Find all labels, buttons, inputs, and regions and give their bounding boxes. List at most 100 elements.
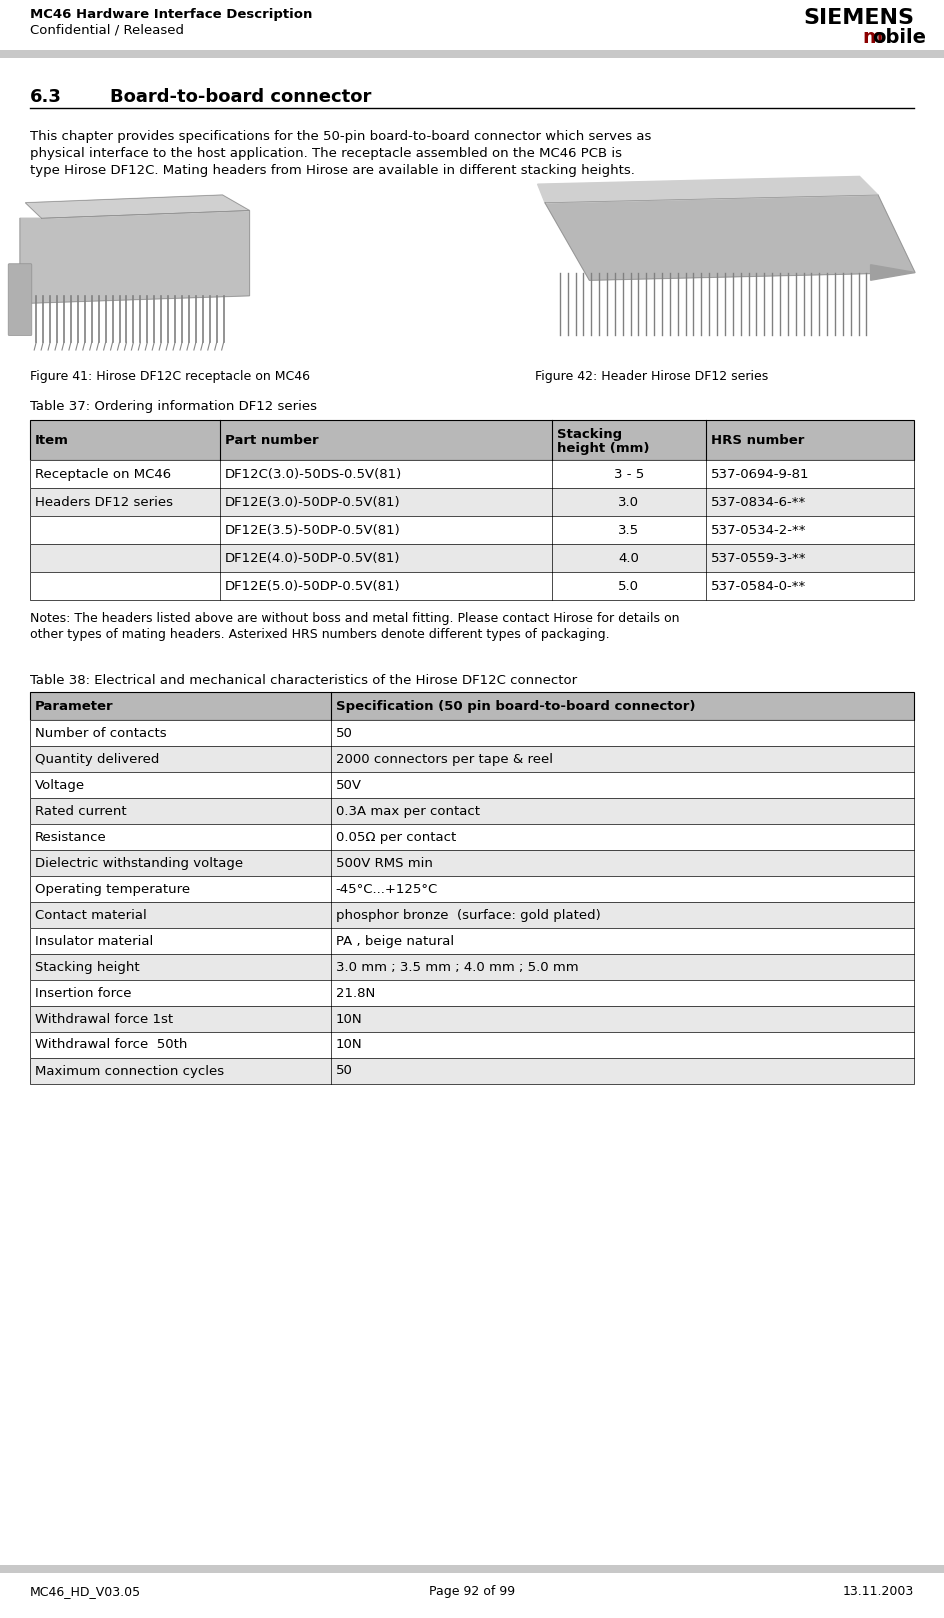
Text: Table 38: Electrical and mechanical characteristics of the Hirose DF12C connecto: Table 38: Electrical and mechanical char… [30,675,577,688]
Text: other types of mating headers. Asterixed HRS numbers denote different types of p: other types of mating headers. Asterixed… [30,628,610,641]
Bar [30,421,914,460]
Bar [30,489,914,516]
Bar [30,955,914,981]
Bar [30,824,914,849]
Polygon shape [537,176,878,202]
Text: This chapter provides specifications for the 50-pin board-to-board connector whi: This chapter provides specifications for… [30,129,651,142]
Bar [30,849,914,875]
Text: Rated current: Rated current [35,804,126,817]
Text: 13.11.2003: 13.11.2003 [843,1586,914,1599]
Bar [30,875,914,901]
Text: 50V: 50V [335,778,362,791]
Text: Operating temperature: Operating temperature [35,882,190,895]
Bar [30,720,914,746]
Text: Specification (50 pin board-to-board connector): Specification (50 pin board-to-board con… [335,699,695,712]
Text: 537-0534-2-**: 537-0534-2-** [711,524,807,537]
Bar [30,1006,914,1032]
Bar [30,981,914,1006]
Bar [30,901,914,929]
Bar [0,50,944,58]
Text: 2000 connectors per tape & reel: 2000 connectors per tape & reel [335,752,552,765]
Bar [30,573,914,600]
Text: MC46 Hardware Interface Description: MC46 Hardware Interface Description [30,8,312,21]
Text: Notes: The headers listed above are without boss and metal fitting. Please conta: Notes: The headers listed above are with… [30,612,680,625]
Text: Item: Item [35,434,69,447]
Polygon shape [25,196,249,218]
Text: Board-to-board connector: Board-to-board connector [110,87,371,107]
Text: Table 37: Ordering information DF12 series: Table 37: Ordering information DF12 seri… [30,400,317,413]
Bar [30,460,914,489]
Text: Resistance: Resistance [35,830,107,843]
Text: 3.0: 3.0 [618,495,639,508]
Polygon shape [870,265,915,280]
Text: MC46_HD_V03.05: MC46_HD_V03.05 [30,1586,141,1599]
Bar [30,955,914,981]
Bar [30,824,914,849]
Text: Voltage: Voltage [35,778,85,791]
Bar [30,573,914,600]
Bar [30,746,914,772]
Bar [0,1565,944,1573]
Text: Figure 41: Hirose DF12C receptacle on MC46: Figure 41: Hirose DF12C receptacle on MC… [30,371,310,383]
Bar [30,720,914,746]
Polygon shape [20,210,249,304]
Text: type Hirose DF12C. Mating headers from Hirose are available in different stackin: type Hirose DF12C. Mating headers from H… [30,163,635,176]
Text: Stacking height: Stacking height [35,961,140,974]
Text: PA , beige natural: PA , beige natural [335,935,454,948]
Bar [30,693,914,720]
Text: Withdrawal force 1st: Withdrawal force 1st [35,1013,173,1026]
Text: DF12C(3.0)-50DS-0.5V(81): DF12C(3.0)-50DS-0.5V(81) [225,468,402,481]
Text: 10N: 10N [335,1039,362,1052]
Text: Withdrawal force  50th: Withdrawal force 50th [35,1039,187,1052]
Bar [30,901,914,929]
Text: DF12E(3.5)-50DP-0.5V(81): DF12E(3.5)-50DP-0.5V(81) [225,524,401,537]
Text: 537-0559-3-**: 537-0559-3-** [711,552,807,565]
Bar [30,981,914,1006]
Text: 3.5: 3.5 [618,524,639,537]
Text: Figure 42: Header Hirose DF12 series: Figure 42: Header Hirose DF12 series [535,371,768,383]
Bar [30,489,914,516]
Text: 537-0694-9-81: 537-0694-9-81 [711,468,810,481]
Text: Number of contacts: Number of contacts [35,726,167,739]
Text: Headers DF12 series: Headers DF12 series [35,495,173,508]
Text: DF12E(4.0)-50DP-0.5V(81): DF12E(4.0)-50DP-0.5V(81) [225,552,400,565]
Bar [30,798,914,824]
Text: DF12E(3.0)-50DP-0.5V(81): DF12E(3.0)-50DP-0.5V(81) [225,495,400,508]
Text: 6.3: 6.3 [30,87,62,107]
Text: 4.0: 4.0 [618,552,639,565]
Bar [30,849,914,875]
Text: 0.3A max per contact: 0.3A max per contact [335,804,480,817]
Text: Maximum connection cycles: Maximum connection cycles [35,1065,224,1078]
Bar [30,1006,914,1032]
FancyBboxPatch shape [8,264,32,335]
Text: 21.8N: 21.8N [335,987,375,1000]
Text: obile: obile [872,28,926,47]
Text: SIEMENS: SIEMENS [803,8,914,28]
Text: Receptacle on MC46: Receptacle on MC46 [35,468,171,481]
Text: 10N: 10N [335,1013,362,1026]
Text: 537-0584-0-**: 537-0584-0-** [711,579,806,592]
Text: DF12E(5.0)-50DP-0.5V(81): DF12E(5.0)-50DP-0.5V(81) [225,579,400,592]
Text: physical interface to the host application. The receptacle assembled on the MC46: physical interface to the host applicati… [30,147,622,160]
Bar [30,693,914,720]
Bar [30,516,914,544]
Bar [30,1058,914,1084]
Text: 50: 50 [335,726,352,739]
Text: 3.0 mm ; 3.5 mm ; 4.0 mm ; 5.0 mm: 3.0 mm ; 3.5 mm ; 4.0 mm ; 5.0 mm [335,961,578,974]
Bar [30,516,914,544]
Text: Insulator material: Insulator material [35,935,153,948]
Text: Parameter: Parameter [35,699,113,712]
Text: m: m [862,28,883,47]
Text: 3 - 5: 3 - 5 [614,468,644,481]
Polygon shape [545,196,915,280]
Text: 500V RMS min: 500V RMS min [335,856,432,869]
Bar [30,798,914,824]
Text: -45°C...+125°C: -45°C...+125°C [335,882,438,895]
Text: 537-0834-6-**: 537-0834-6-** [711,495,806,508]
Bar [30,875,914,901]
Bar [30,544,914,573]
Text: phosphor bronze  (surface: gold plated): phosphor bronze (surface: gold plated) [335,908,600,922]
Text: Page 92 of 99: Page 92 of 99 [429,1586,515,1599]
Bar [30,772,914,798]
Bar [30,746,914,772]
